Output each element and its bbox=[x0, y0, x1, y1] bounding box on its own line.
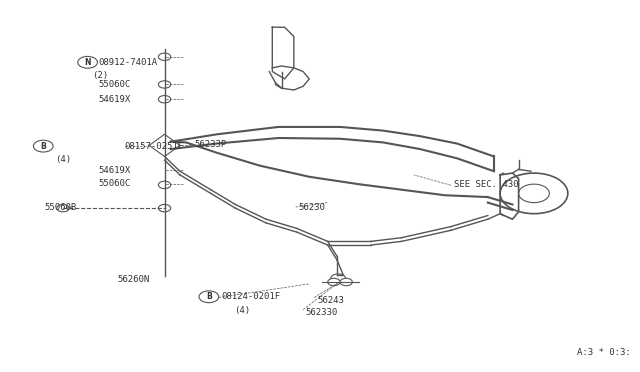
Circle shape bbox=[158, 81, 171, 88]
Text: 08912-7401A: 08912-7401A bbox=[99, 58, 158, 67]
Circle shape bbox=[158, 205, 171, 212]
Text: (4): (4) bbox=[55, 155, 71, 164]
Polygon shape bbox=[149, 134, 180, 157]
Text: 54619X: 54619X bbox=[99, 166, 131, 174]
Text: 562330: 562330 bbox=[305, 308, 337, 317]
Circle shape bbox=[57, 205, 69, 212]
Circle shape bbox=[158, 96, 171, 103]
Text: N: N bbox=[84, 58, 91, 67]
Circle shape bbox=[331, 274, 346, 283]
Circle shape bbox=[158, 53, 171, 61]
Circle shape bbox=[500, 173, 568, 214]
Text: 56243: 56243 bbox=[317, 296, 344, 305]
Text: 56233P: 56233P bbox=[194, 140, 227, 149]
Circle shape bbox=[340, 278, 353, 286]
Circle shape bbox=[328, 278, 340, 286]
Circle shape bbox=[518, 184, 549, 203]
Circle shape bbox=[33, 140, 53, 152]
Text: 55060B: 55060B bbox=[45, 203, 77, 212]
Text: 56260N: 56260N bbox=[117, 275, 149, 283]
Text: B: B bbox=[40, 142, 46, 151]
Text: SEE SEC. 430: SEE SEC. 430 bbox=[454, 180, 518, 189]
Text: 54619X: 54619X bbox=[99, 95, 131, 104]
Text: (4): (4) bbox=[234, 306, 250, 315]
Circle shape bbox=[77, 57, 97, 68]
Text: 55060C: 55060C bbox=[99, 179, 131, 188]
Text: 56230: 56230 bbox=[299, 203, 326, 212]
Text: A:3 * 0:3:: A:3 * 0:3: bbox=[577, 349, 631, 357]
Circle shape bbox=[199, 291, 219, 303]
Text: (2): (2) bbox=[93, 71, 109, 80]
Text: 08124-0201F: 08124-0201F bbox=[222, 292, 281, 301]
Text: 08157-0251F: 08157-0251F bbox=[125, 142, 184, 151]
Text: 55060C: 55060C bbox=[99, 80, 131, 89]
Text: B: B bbox=[206, 292, 212, 301]
Circle shape bbox=[158, 181, 171, 189]
